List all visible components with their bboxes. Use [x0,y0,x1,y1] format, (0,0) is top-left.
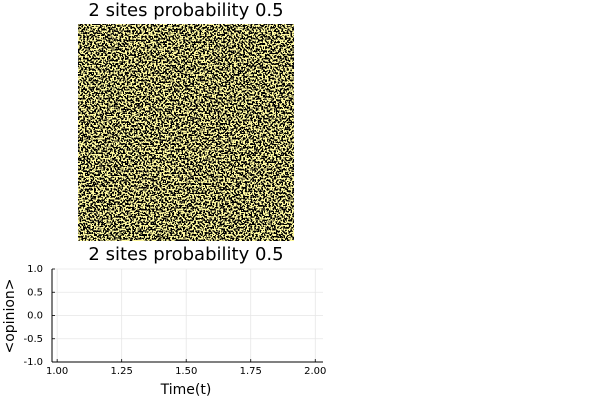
x-axis-label: Time(t) [160,382,212,398]
plot-area: 1.00 1.25 1.50 1.75 2.00 -1.0 -0.5 0.0 0.5 1.0 [23,264,326,377]
x-tick-label: 1.50 [175,366,197,377]
plot-title: 2 sites probability 0.5 [88,244,283,265]
y-axis-label: <opinion> [2,278,18,353]
x-tick-label: 1.75 [240,366,262,377]
x-tick-label: 1.00 [46,366,68,377]
heatmap [78,24,294,241]
y-tick-label: -1.0 [23,357,43,368]
y-tick-label: -0.5 [23,334,43,345]
y-tick-label: 0.5 [27,287,43,298]
heatmap-title: 2 sites probability 0.5 [88,0,283,21]
y-tick-label: 1.0 [27,264,43,275]
y-tick-label: 0.0 [27,311,43,322]
x-tick-label: 2.00 [304,366,326,377]
x-tick-label: 1.25 [111,366,133,377]
